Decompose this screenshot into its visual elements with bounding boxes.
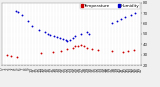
Point [17,11,20,13]
Point [39,52,42,53]
Point [116,21,118,22]
Point [6,54,8,56]
Point [80,33,82,35]
Point [110,23,113,24]
Point [60,50,63,51]
Point [77,46,80,47]
Point [31,25,33,26]
Point [120,19,123,20]
Point [46,33,49,35]
Point [38,29,40,30]
Point [21,14,24,16]
Point [88,33,91,35]
Point [121,51,124,52]
Legend: Temperature, Humidity: Temperature, Humidity [80,3,140,9]
Point [62,38,64,40]
Point [85,47,88,48]
Point [53,35,56,37]
Point [68,39,71,41]
Point [110,50,113,51]
Point [27,21,29,22]
Point [74,46,77,47]
Point [71,47,74,48]
Point [66,48,68,49]
Point [59,37,61,39]
Point [56,36,59,38]
Point [71,37,74,39]
Point [74,35,77,37]
Point [130,14,132,16]
Point [14,10,17,12]
Point [16,56,18,58]
Point [85,31,88,33]
Point [96,49,99,50]
Point [127,50,130,51]
Point [44,31,46,33]
Point [124,17,127,18]
Point [49,34,52,36]
Point [91,48,93,49]
Point [80,45,82,46]
Point [66,41,68,42]
Point [134,12,136,14]
Point [64,39,67,41]
Point [52,51,54,52]
Point [82,46,85,47]
Point [132,49,135,50]
Point [10,55,13,57]
